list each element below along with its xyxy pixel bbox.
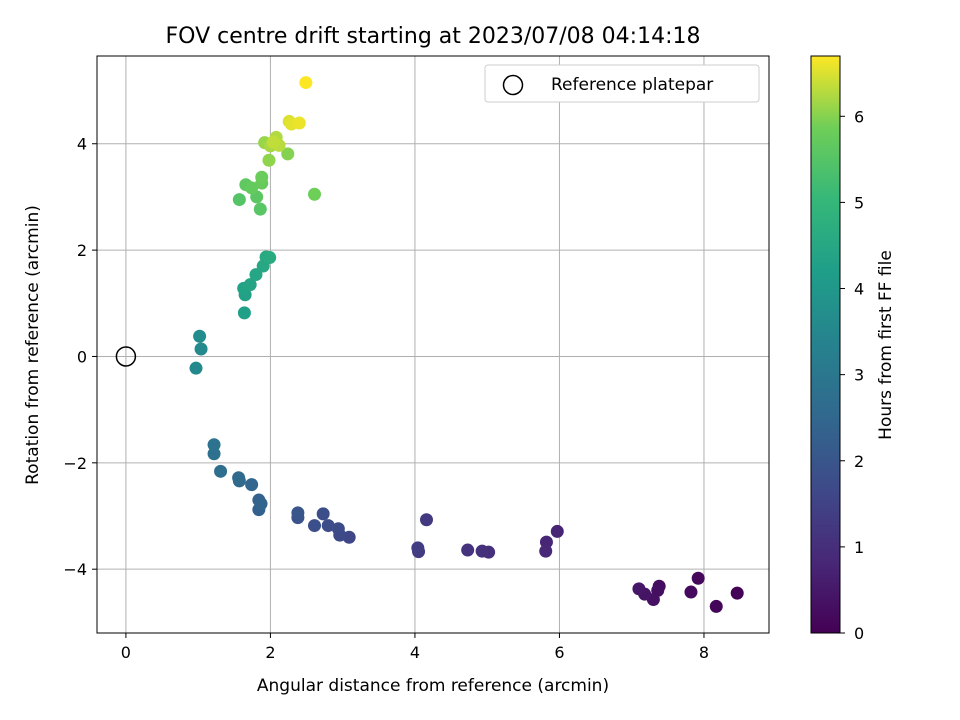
scatter-point	[253, 202, 267, 216]
colorbar-tick-label: 4	[854, 280, 864, 299]
scatter-point	[245, 478, 259, 492]
legend-box	[484, 64, 760, 103]
scatter-point	[255, 170, 269, 184]
x-axis-label: Angular distance from reference (arcmin)	[257, 676, 609, 696]
x-tick-label: 2	[265, 643, 275, 662]
scatter-point	[281, 147, 295, 161]
scatter-point	[307, 519, 321, 533]
plot-frame	[96, 55, 770, 634]
grid	[97, 56, 769, 633]
y-tick-label: −4	[63, 560, 87, 579]
scatter-point	[550, 524, 564, 538]
scatter-point	[461, 543, 475, 557]
legend: Reference platepar	[484, 64, 760, 103]
x-tick-label: 0	[121, 643, 131, 662]
colorbar-tick-label: 0	[854, 624, 864, 643]
scatter-point	[316, 507, 330, 521]
colorbar: 0 1 2 3 4 5 6 Hours from first FF file	[810, 55, 896, 643]
scatter-point	[411, 541, 425, 555]
scatter-point	[292, 116, 306, 130]
scatter-point	[709, 599, 723, 613]
scatter-point	[243, 278, 257, 292]
scatter-point	[207, 438, 221, 452]
x-tick-label: 8	[699, 643, 709, 662]
scatter-point	[691, 571, 705, 585]
x-tick-label: 4	[410, 643, 420, 662]
scatter-point	[263, 251, 277, 265]
scatter-point	[249, 268, 263, 282]
colorbar-label: Hours from first FF file	[876, 250, 896, 440]
scatter-point	[684, 585, 698, 599]
data-points	[189, 76, 744, 613]
y-tick-label: 2	[77, 241, 87, 260]
x-tick-label: 6	[554, 643, 564, 662]
y-tick-label: −2	[63, 454, 87, 473]
x-axis-ticks: 0 2 4 6 8	[121, 633, 709, 662]
legend-marker	[502, 74, 524, 96]
scatter-point	[475, 544, 489, 558]
colorbar-tick-label: 1	[854, 538, 864, 557]
scatter-point	[307, 187, 321, 201]
y-tick-label: 0	[77, 347, 87, 366]
scatter-point	[299, 76, 313, 90]
scatter-point	[254, 497, 268, 511]
scatter-point	[189, 361, 203, 375]
colorbar-tick-label: 3	[854, 366, 864, 385]
scatter-point	[291, 506, 305, 520]
colorbar-gradient	[810, 55, 841, 634]
y-tick-label: 4	[77, 135, 87, 154]
scatter-point	[730, 586, 744, 600]
scatter-point	[193, 329, 207, 343]
reference-marker	[115, 346, 137, 367]
colorbar-tick-label: 5	[854, 193, 864, 212]
colorbar-ticks: 0 1 2 3 4 5 6	[840, 107, 864, 643]
colorbar-tick-label: 2	[854, 452, 864, 471]
colorbar-tick-label: 6	[854, 107, 864, 126]
scatter-point	[232, 471, 246, 485]
scatter-point	[539, 544, 553, 558]
scatter-point	[194, 342, 208, 356]
scatter-point	[632, 582, 646, 596]
legend-label: Reference platepar	[551, 75, 713, 95]
scatter-point	[262, 153, 276, 167]
y-axis-ticks: −4 −2 0 2 4	[63, 135, 97, 579]
plot-area	[96, 55, 770, 634]
scatter-point	[321, 519, 335, 533]
scatter-point	[266, 135, 280, 149]
plot-background	[97, 56, 769, 633]
scatter-point	[245, 181, 259, 195]
scatter-point	[232, 193, 246, 207]
y-axis-label: Rotation from reference (arcmin)	[23, 205, 43, 485]
scatter-point	[237, 306, 251, 320]
scatter-point	[419, 513, 433, 527]
scatter-point	[331, 522, 345, 536]
chart-title: FOV centre drift starting at 2023/07/08 …	[166, 24, 701, 49]
scatter-point	[214, 464, 228, 478]
scatter-point	[207, 447, 221, 461]
